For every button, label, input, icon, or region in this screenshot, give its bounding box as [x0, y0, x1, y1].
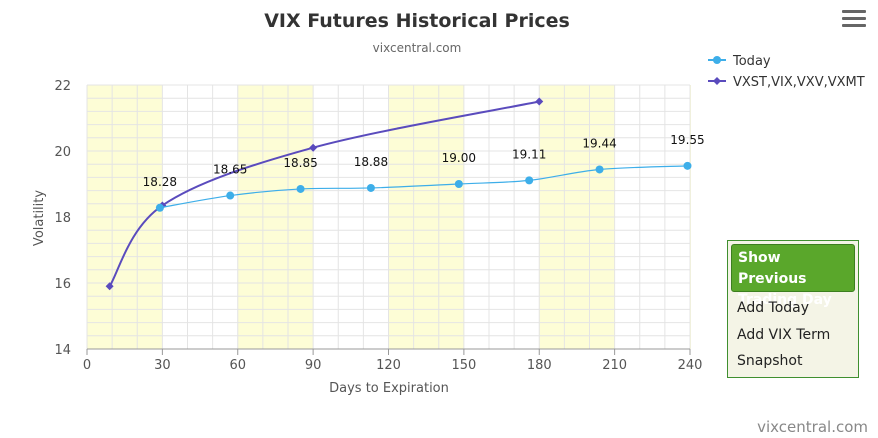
x-axis-label: Days to Expiration	[329, 381, 449, 396]
y-tick-label: 22	[54, 79, 71, 94]
data-label: 18.65	[213, 163, 247, 177]
credit-link[interactable]: vixcentral.com	[757, 418, 868, 436]
data-label: 18.28	[143, 175, 177, 189]
x-tick-label: 0	[83, 358, 91, 373]
data-label: 19.44	[582, 136, 616, 150]
x-tick-label: 180	[527, 358, 552, 373]
data-labels: 18.28 18.65 18.85 18.88 19.00 19.11 19.44 19.55	[143, 133, 705, 189]
data-point-today	[296, 184, 305, 193]
y-tick-label: 16	[54, 277, 71, 292]
x-tick-label: 120	[376, 358, 401, 373]
y-tick-label: 20	[54, 145, 71, 160]
data-point-today	[155, 203, 164, 212]
side-panel: Show Previous Trading Day Add Today Add …	[727, 240, 859, 378]
data-point-today	[366, 183, 375, 192]
show-previous-trading-day-button[interactable]: Show Previous Trading Day	[731, 244, 855, 308]
snapshot-button[interactable]: Snapshot	[737, 353, 803, 369]
data-label: 19.00	[442, 151, 476, 165]
legend-label: VXST,VIX,VXV,VXMT	[733, 75, 865, 90]
legend-marker-vxst	[713, 77, 721, 85]
add-vix-term-button[interactable]: Add VIX Term	[737, 327, 831, 343]
x-tick-label: 30	[154, 358, 171, 373]
legend-label: Today	[732, 54, 771, 69]
y-tick-label: 14	[54, 343, 71, 358]
data-label: 19.55	[670, 133, 704, 147]
data-point-today	[595, 165, 604, 174]
x-tick-label: 240	[678, 358, 703, 373]
legend: Today VXST,VIX,VXV,VXMT	[708, 54, 865, 90]
data-label: 18.88	[354, 155, 388, 169]
data-point-vxst	[105, 282, 114, 291]
axes: 0 30 60 90 120 150 180 210 240 14 16 18 20 22	[54, 79, 702, 373]
data-point-today	[683, 161, 692, 170]
data-label: 18.85	[283, 156, 317, 170]
data-point-vxst	[535, 97, 544, 106]
data-point-vxst	[309, 143, 318, 152]
data-point-today	[226, 191, 235, 200]
data-point-today	[525, 176, 534, 185]
x-tick-label: 210	[602, 358, 627, 373]
legend-marker-today	[713, 56, 721, 64]
x-tick-label: 90	[305, 358, 322, 373]
series-line-vxst	[108, 100, 540, 287]
chart-title: VIX Futures Historical Prices	[264, 10, 570, 32]
y-axis-label: Volatility	[32, 190, 47, 246]
data-point-today	[454, 180, 463, 188]
data-label: 19.11	[512, 147, 546, 161]
hamburger-menu-icon[interactable]	[842, 10, 866, 30]
grid-lines	[86, 84, 691, 350]
x-tick-label: 150	[451, 358, 476, 373]
series-layer	[105, 97, 692, 291]
x-tick-label: 60	[229, 358, 246, 373]
add-today-button[interactable]: Add Today	[737, 300, 810, 316]
y-tick-label: 18	[54, 211, 71, 226]
chart-subtitle: vixcentral.com	[373, 41, 462, 55]
